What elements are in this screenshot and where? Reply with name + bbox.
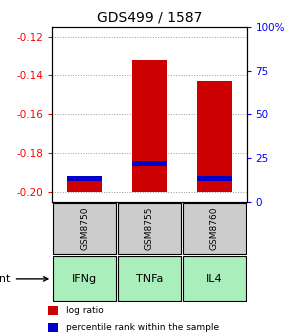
Text: TNFa: TNFa [136, 274, 163, 284]
Text: GSM8755: GSM8755 [145, 207, 154, 250]
Bar [132, 60, 167, 192]
Text: IFNg: IFNg [72, 274, 97, 284]
Bar [53, 256, 116, 301]
Text: GSM8760: GSM8760 [210, 207, 219, 250]
Text: percentile rank within the sample: percentile rank within the sample [66, 323, 219, 332]
Bar [48, 323, 58, 332]
Title: GDS499 / 1587: GDS499 / 1587 [97, 10, 202, 24]
Bar [48, 306, 58, 315]
Bar [67, 176, 102, 181]
Bar [183, 203, 246, 254]
Bar [118, 256, 181, 301]
Text: GSM8750: GSM8750 [80, 207, 89, 250]
Text: agent: agent [0, 274, 48, 284]
Bar [67, 178, 102, 192]
Bar [183, 256, 246, 301]
Bar [53, 203, 116, 254]
Bar [197, 176, 231, 181]
Bar [197, 81, 231, 192]
Text: IL4: IL4 [206, 274, 222, 284]
Bar [118, 203, 181, 254]
Text: log ratio: log ratio [66, 306, 104, 315]
Bar [132, 161, 167, 166]
